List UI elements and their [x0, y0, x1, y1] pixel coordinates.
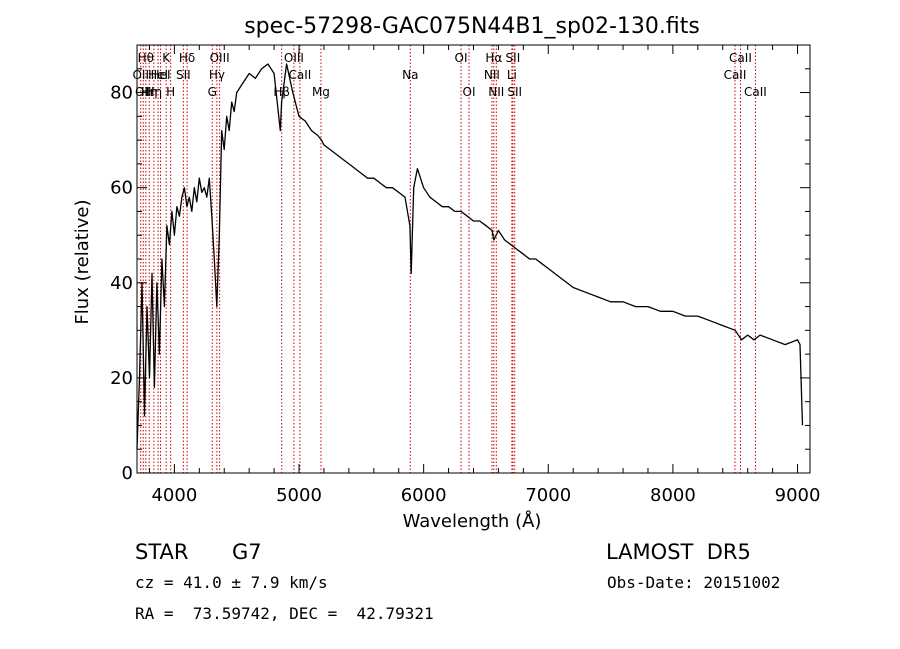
marker-label: OIII [284, 51, 304, 65]
coordinates: RA = 73.59742, DEC = 42.79321 [135, 604, 434, 623]
x-tick-label: 7000 [525, 485, 571, 506]
x-tick-label: 4000 [151, 485, 197, 506]
marker-label: OI [455, 51, 468, 65]
marker-label: OIII [210, 51, 230, 65]
y-tick-label: 80 [110, 83, 133, 104]
spectral-subclass: G7 [232, 540, 262, 564]
marker-label: SII [507, 85, 522, 99]
y-tick-label: 40 [110, 273, 133, 294]
object-class: STAR [135, 540, 189, 564]
marker-label: CaII [744, 85, 767, 99]
x-axis-label: Wavelength (Å) [403, 510, 542, 532]
marker-label: Hδ [179, 51, 195, 65]
x-tick-label: 9000 [775, 485, 821, 506]
marker-label: G [208, 85, 217, 99]
marker-label: K [162, 51, 171, 65]
marker-label: SII [176, 68, 191, 82]
marker-label: CaII [724, 68, 747, 82]
x-axis: 4000 5000 6000 7000 8000 9000 [148, 45, 821, 506]
flux-spectrum-line [136, 63, 804, 450]
observation-date: Obs-Date: 20151002 [607, 573, 781, 592]
x-tick-label: 5000 [276, 485, 322, 506]
chart-title: spec-57298-GAC075N44B1_sp02-130.fits [244, 14, 700, 39]
marker-label: Li [507, 68, 517, 82]
redshift-info: cz = 41.0 ± 7.9 km/s [135, 573, 328, 592]
marker-label: CaII [729, 51, 752, 65]
marker-label: Na [402, 68, 418, 82]
marker-label: H [166, 85, 175, 99]
marker-label: Hα [485, 51, 502, 65]
x-tick-label: 6000 [401, 485, 447, 506]
marker-label: OII [132, 68, 149, 82]
y-axis: 0 20 40 60 80 [110, 68, 810, 484]
y-tick-label: 20 [110, 368, 133, 389]
spectral-line-labels: OIIOIIHθHηHηHeIHeIKHSIIHδGHγOIIIHβOIIICa… [132, 51, 766, 99]
marker-label: SII [506, 51, 521, 65]
marker-label: Hγ [209, 68, 225, 82]
marker-label: HeI [148, 68, 168, 82]
plot-frame [136, 44, 811, 474]
marker-label: HeI [151, 68, 171, 82]
marker-label: Hβ [273, 85, 290, 99]
marker-label: OI [463, 85, 476, 99]
y-tick-label: 0 [122, 463, 133, 484]
marker-label: NII [484, 68, 500, 82]
marker-label: Mg [312, 85, 330, 99]
survey-name: LAMOST DR5 [606, 540, 751, 564]
y-tick-label: 60 [110, 178, 133, 199]
marker-label: OII [135, 85, 152, 99]
y-axis-label: Flux (relative) [72, 199, 93, 324]
marker-label: NII [488, 85, 504, 99]
marker-label: Hθ [138, 51, 154, 65]
x-tick-label: 8000 [650, 485, 696, 506]
marker-label: Hη [141, 85, 158, 99]
marker-label: Hη [146, 85, 163, 99]
marker-label: CaII [288, 68, 311, 82]
